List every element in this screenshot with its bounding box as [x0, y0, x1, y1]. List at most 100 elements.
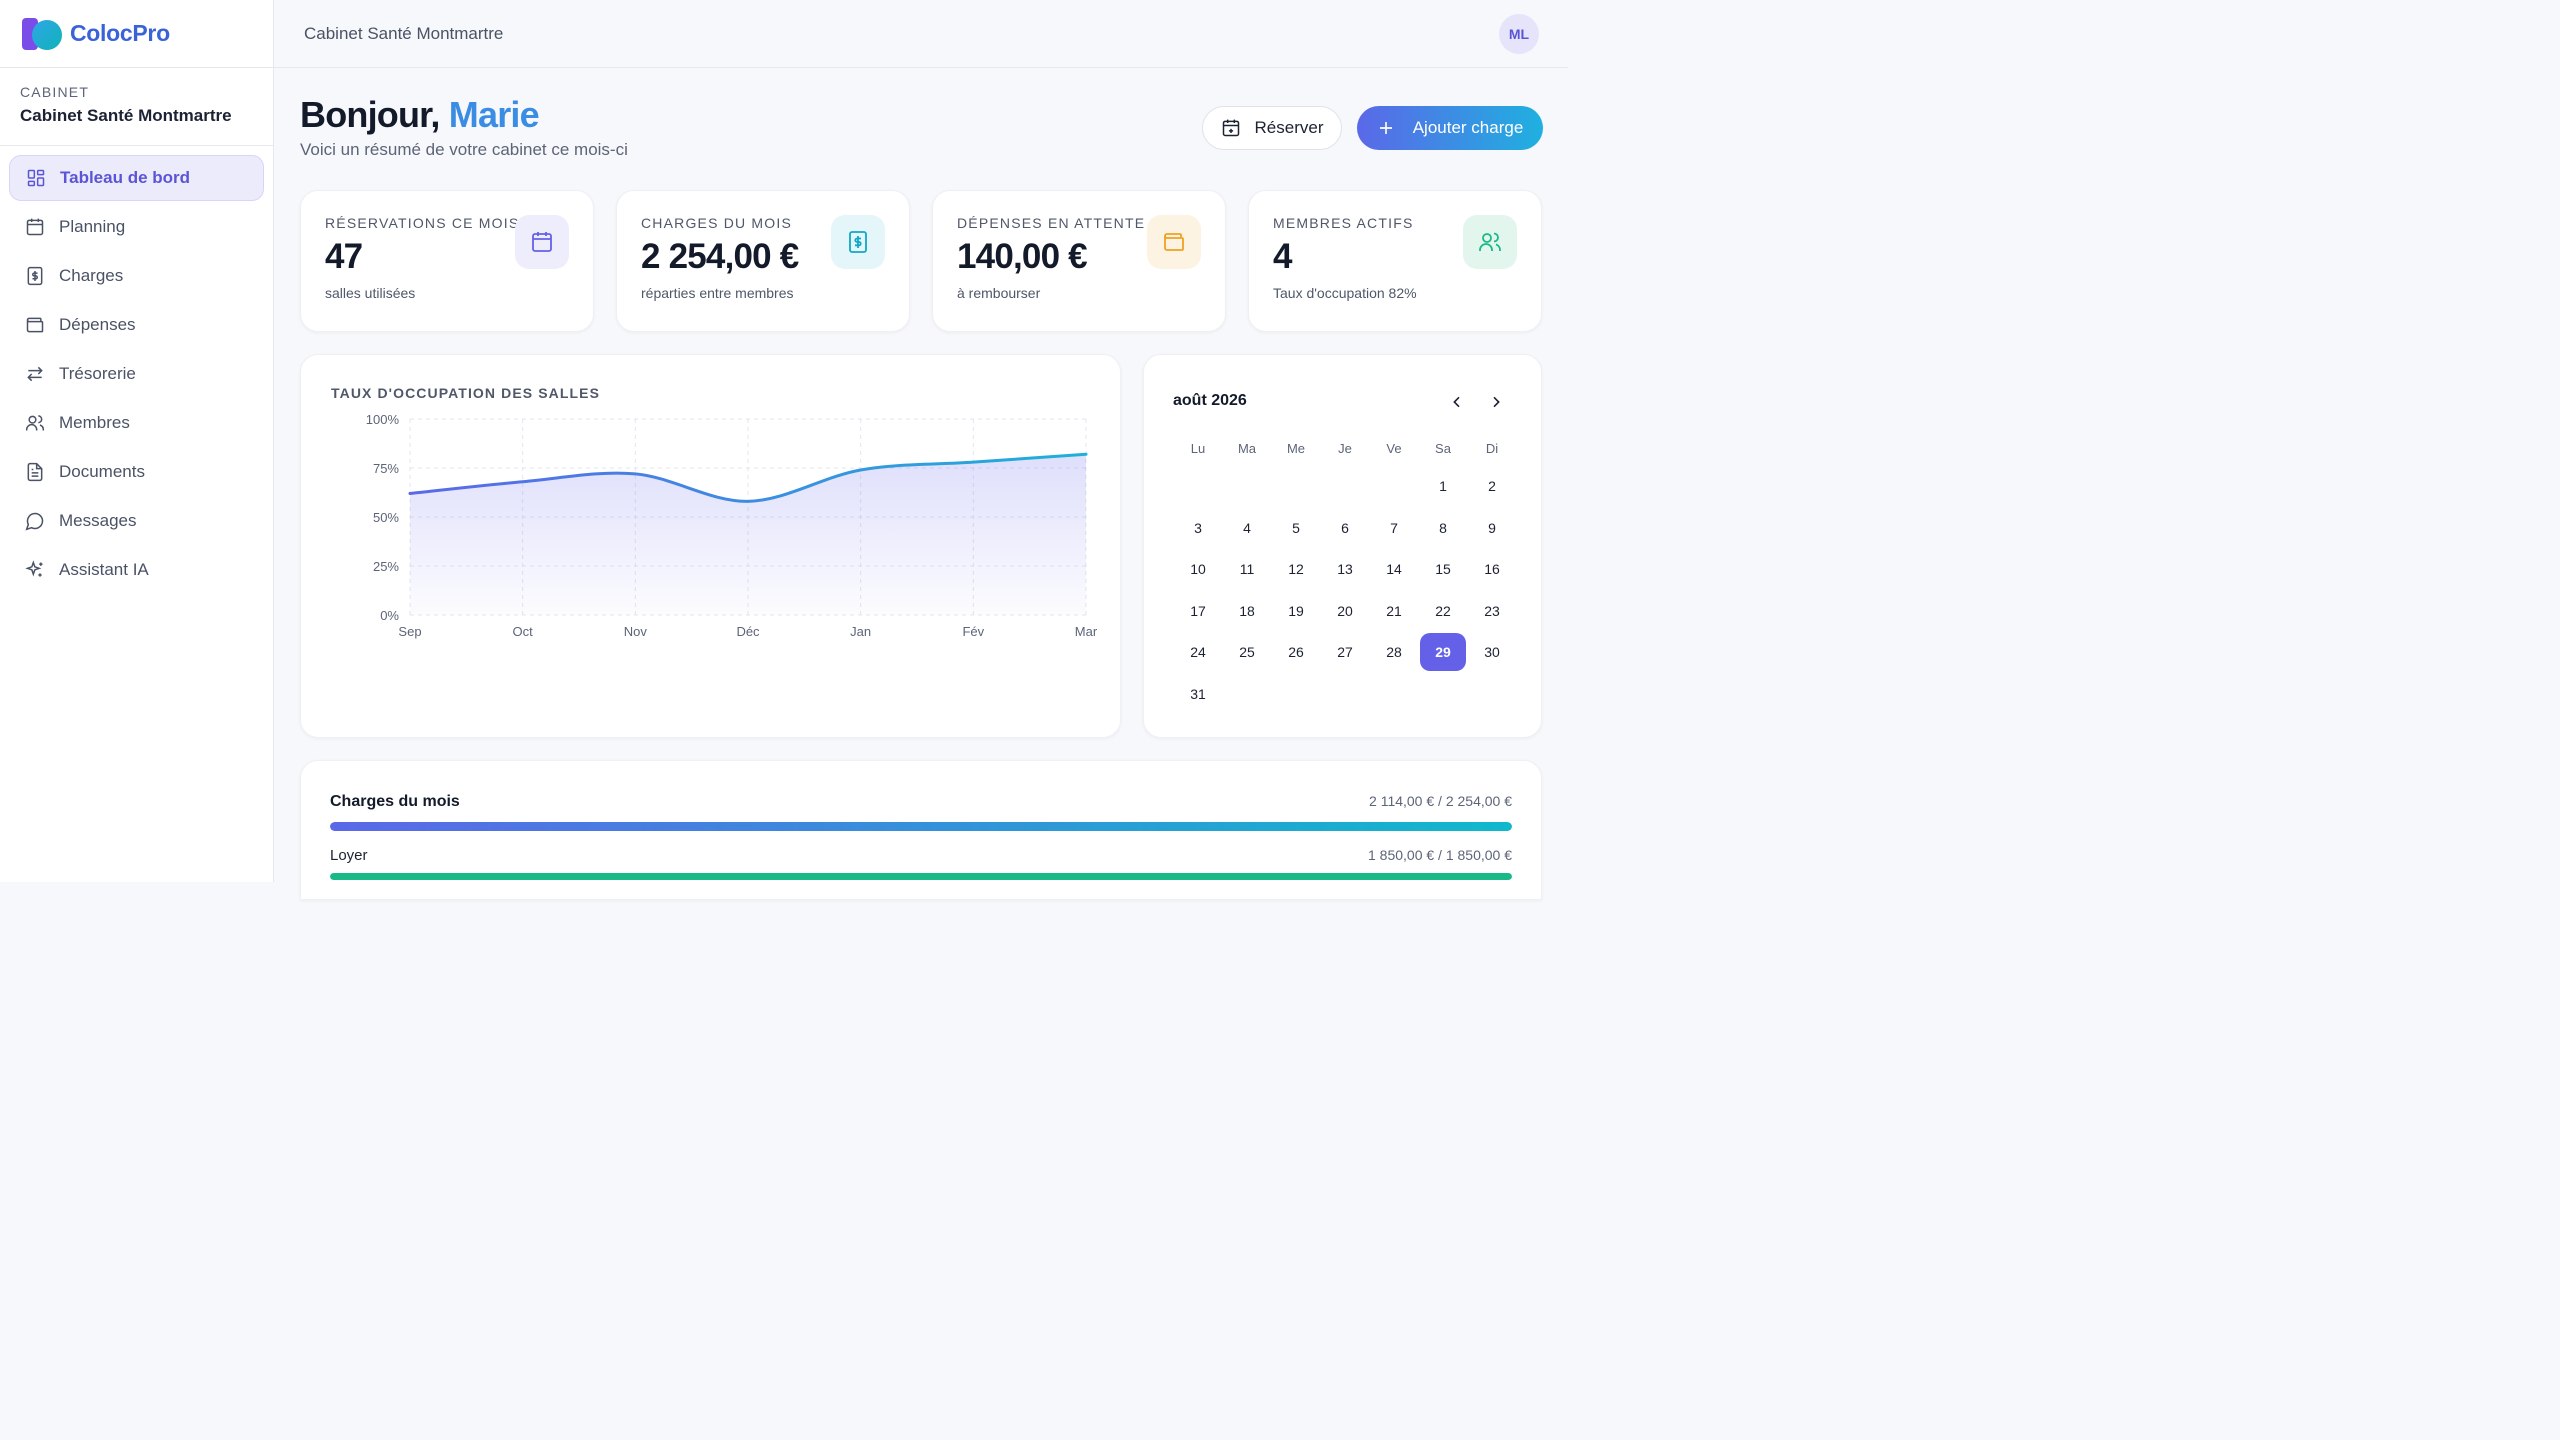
chart-title: TAUX D'OCCUPATION DES SALLES [331, 385, 601, 401]
receipt-icon [831, 215, 885, 269]
calendar-day[interactable]: 14 [1386, 561, 1402, 578]
calendar-weekday: Ve [1386, 441, 1402, 456]
calendar-day[interactable]: 26 [1288, 644, 1304, 661]
calendar-plus-icon [1222, 119, 1239, 137]
sidebar-item-label: Dépenses [59, 315, 136, 334]
calendar-weekday: Sa [1435, 441, 1451, 456]
stat-label: DÉPENSES EN ATTENTE [957, 215, 1146, 231]
calendar-month: août 2026 [1173, 392, 1247, 409]
stat-sub: Taux d'occupation 82% [1273, 285, 1417, 301]
chevron-right-icon [1493, 396, 1500, 408]
avatar[interactable]: ML [1499, 14, 1539, 54]
sidebar-item-label: Documents [59, 462, 145, 481]
chart-area [410, 454, 1086, 615]
reserve-button[interactable]: Réserver [1202, 106, 1342, 150]
calendar-day[interactable]: 24 [1190, 644, 1206, 661]
calendar-weekday: Ma [1237, 441, 1257, 456]
chart-y-tick: 50% [373, 510, 399, 525]
stat-card-depenses: DÉPENSES EN ATTENTE 140,00 € à rembourse… [932, 190, 1226, 332]
calendar-card: août 2026 Lu Ma Me Je Ve Sa Di 1 2 3 4 5 6 7 8 9 10 11 12 1… [1143, 354, 1542, 738]
calendar-day[interactable]: 31 [1190, 686, 1206, 702]
occupancy-chart-card: TAUX D'OCCUPATION DES SALLES 0% 25% 50% 75%… [300, 354, 1121, 738]
cabinet-selector[interactable]: CABINET Cabinet Santé Montmartre [0, 68, 273, 146]
brand-name: ColocPro [70, 20, 170, 46]
calendar-day[interactable]: 21 [1386, 602, 1402, 619]
calendar-day[interactable]: 19 [1288, 602, 1304, 619]
brand[interactable]: ColocPro [0, 0, 273, 68]
calendar-day[interactable]: 3 [1194, 519, 1202, 536]
stat-sub: salles utilisées [325, 285, 416, 301]
charges-progress [330, 822, 1512, 831]
charge-row-label: Loyer [330, 847, 368, 864]
sidebar-item-dashboard[interactable]: Tableau de bord [9, 155, 264, 201]
sidebar-item-label: Assistant IA [59, 560, 149, 579]
chart-x-tick: Nov [624, 624, 648, 639]
sparkles-icon [25, 560, 43, 577]
stat-sub: à rembourser [957, 285, 1041, 301]
sidebar-item-membres[interactable]: Membres [9, 400, 264, 446]
calendar-prev-button[interactable] [1446, 391, 1468, 413]
stat-label: MEMBRES ACTIFS [1273, 215, 1414, 231]
calendar-day[interactable]: 6 [1341, 519, 1349, 536]
sidebar-item-documents[interactable]: Documents [9, 449, 264, 495]
chevron-left-icon [1453, 396, 1460, 408]
calendar-day[interactable]: 5 [1292, 519, 1300, 536]
calendar-day[interactable]: 1 [1439, 478, 1447, 494]
calendar-day[interactable]: 22 [1435, 602, 1451, 619]
calendar-day[interactable]: 8 [1439, 519, 1447, 536]
calendar-day[interactable]: 15 [1435, 561, 1451, 578]
calendar-day[interactable]: 10 [1190, 561, 1206, 578]
sidebar-item-messages[interactable]: Messages [9, 498, 264, 544]
calendar-day[interactable]: 17 [1190, 602, 1206, 619]
stat-label: CHARGES DU MOIS [641, 215, 793, 231]
calendar-day[interactable]: 4 [1243, 519, 1251, 536]
chart-x-tick: Jan [850, 624, 871, 639]
calendar-day-selected[interactable]: 29 [1420, 633, 1466, 672]
calendar-day[interactable]: 9 [1488, 519, 1496, 536]
calendar-day[interactable]: 28 [1386, 644, 1402, 661]
wallet-icon [1147, 215, 1201, 269]
calendar-weekday: Me [1286, 441, 1306, 456]
stat-sub: réparties entre membres [641, 285, 794, 301]
chart-x-tick: Fév [962, 624, 984, 639]
chart-x-tick: Mar [1075, 624, 1098, 639]
calendar-day[interactable]: 12 [1288, 561, 1304, 578]
stat-card-charges: CHARGES DU MOIS 2 254,00 € réparties ent… [616, 190, 910, 332]
topbar-title: Cabinet Santé Montmartre [304, 23, 504, 43]
chart-y-tick: 100% [366, 412, 400, 427]
calendar-day[interactable]: 18 [1239, 602, 1255, 619]
calendar-day[interactable]: 30 [1484, 644, 1500, 661]
chart-x-tick: Sep [398, 624, 421, 639]
sidebar-item-label: Charges [59, 266, 124, 285]
charge-row-progress [330, 873, 1512, 880]
sidebar-item-charges[interactable]: Charges [9, 253, 264, 299]
plus-icon [1379, 122, 1392, 134]
sidebar-item-assistant[interactable]: Assistant IA [9, 547, 264, 593]
calendar-day[interactable]: 16 [1484, 561, 1500, 578]
sidebar-nav: Tableau de bord Planning Charges Dépense… [0, 146, 273, 593]
calendar-day[interactable]: 27 [1337, 644, 1353, 661]
calendar-day[interactable]: 25 [1239, 644, 1255, 661]
add-charge-button-label: Ajouter charge [1412, 118, 1524, 137]
calendar-next-button[interactable] [1485, 391, 1507, 413]
calendar-day[interactable]: 20 [1337, 602, 1353, 619]
calendar-day[interactable]: 2 [1488, 478, 1496, 494]
sidebar-item-depenses[interactable]: Dépenses [9, 302, 264, 348]
calendar-day[interactable]: 7 [1390, 519, 1398, 536]
sidebar-item-tresorerie[interactable]: Trésorerie [9, 351, 264, 397]
page-title: Bonjour, Marie [300, 94, 628, 136]
stat-value: 140,00 € [957, 237, 1088, 276]
sidebar-item-planning[interactable]: Planning [9, 204, 264, 250]
occupancy-chart: 0% 25% 50% 75% 100% Sep Oct Nov Déc Jan Fév Mar [366, 412, 1098, 639]
users-icon [25, 415, 45, 431]
stat-value: 4 [1273, 237, 1292, 276]
charges-card: Charges du mois 2 114,00 € / 2 254,00 € … [300, 760, 1542, 900]
sidebar-item-label: Messages [59, 511, 137, 530]
calendar-weekday: Di [1485, 441, 1499, 456]
calendar-day[interactable]: 11 [1239, 561, 1255, 578]
calendar-day[interactable]: 23 [1484, 602, 1500, 619]
calendar-day[interactable]: 13 [1337, 561, 1353, 578]
stat-value: 47 [325, 237, 363, 276]
dashboard-icon [27, 169, 45, 187]
add-charge-button[interactable]: Ajouter charge [1357, 106, 1543, 150]
